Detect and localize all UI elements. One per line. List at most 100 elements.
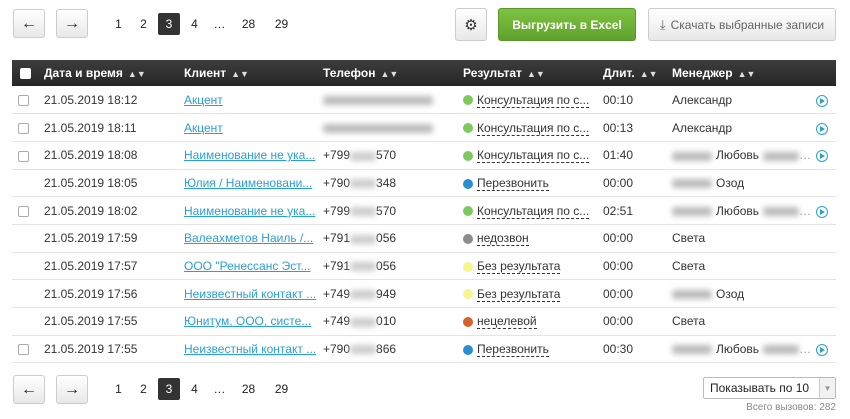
result-dropdown[interactable]: Без результата xyxy=(477,286,561,302)
col-manager[interactable]: Менеджер ▲▼ xyxy=(672,60,812,86)
table-header: Дата и время ▲▼ Клиент ▲▼ Телефон ▲▼ Резуль… xyxy=(12,60,836,86)
export-excel-button[interactable]: Выгрузить в Excel xyxy=(498,8,636,41)
download-selected-button[interactable]: ⤓ Скачать выбранные записи xyxy=(648,8,836,41)
play-icon[interactable] xyxy=(816,122,828,135)
client-link[interactable]: Акцент xyxy=(184,92,223,107)
phone: +790 866 xyxy=(323,335,463,363)
call-datetime: 21.05.2019 18:11 xyxy=(44,120,137,135)
result-status-dot xyxy=(463,344,473,355)
col-result[interactable]: Результат ▲▼ xyxy=(463,60,603,86)
page-link[interactable]: 1 xyxy=(115,17,122,31)
page-link[interactable]: 29 xyxy=(274,382,289,396)
page-size-value: Показывать по 10 xyxy=(710,381,810,395)
client-link[interactable]: Неизвестный контакт ... xyxy=(184,286,317,301)
result-dropdown[interactable]: нецелевой xyxy=(477,314,537,330)
phone-blurred xyxy=(350,151,377,161)
page-link[interactable]: 4 xyxy=(191,17,198,31)
page-link[interactable]: 28 xyxy=(241,382,256,396)
call-duration: 00:00 xyxy=(603,286,634,301)
page-link[interactable]: 2 xyxy=(140,382,147,396)
select-all-checkbox[interactable] xyxy=(20,68,31,80)
page-link[interactable]: 4 xyxy=(191,382,198,396)
call-duration: 00:00 xyxy=(603,258,634,273)
page-link[interactable]: 3 xyxy=(158,378,180,400)
table-row: 21.05.2019 17:56 Неизвестный контакт ...… xyxy=(12,280,836,308)
result-dropdown[interactable]: Без результата xyxy=(477,258,561,274)
result-dropdown[interactable]: недозвон xyxy=(477,231,529,247)
row-checkbox[interactable] xyxy=(18,122,29,134)
page-link[interactable]: 29 xyxy=(274,17,289,31)
phone-suffix: 056 xyxy=(376,258,397,273)
table-row: 21.05.2019 18:12 Акцент Консультация по … xyxy=(12,86,836,114)
phone-blurred xyxy=(323,123,433,133)
client-link[interactable]: Юлия / Наименовани... xyxy=(184,175,313,190)
phone-suffix: 010 xyxy=(376,314,397,329)
col-duration[interactable]: Длит. ▲▼ xyxy=(603,60,672,86)
client-link[interactable]: Наименование не ука... xyxy=(184,148,316,163)
phone-blurred xyxy=(350,317,377,327)
page-link[interactable]: 2 xyxy=(140,17,147,31)
row-checkbox[interactable] xyxy=(18,150,29,162)
manager: Александр xyxy=(672,114,812,142)
client-link[interactable]: Юнитум, ООО, систе... xyxy=(184,314,312,329)
phone: +791 056 xyxy=(323,252,463,280)
result-dropdown[interactable]: Консультация по с... xyxy=(477,92,590,108)
result-dropdown[interactable]: Консультация по с... xyxy=(477,120,590,136)
manager-name: Света xyxy=(672,314,706,329)
call-datetime: 21.05.2019 18:05 xyxy=(44,175,138,190)
client-link[interactable]: Акцент xyxy=(184,120,223,135)
row-checkbox[interactable] xyxy=(18,94,29,106)
manager: Света xyxy=(672,252,812,280)
row-checkbox[interactable] xyxy=(18,344,29,356)
play-icon[interactable] xyxy=(816,150,828,163)
manager-name: Любовь xyxy=(716,148,760,163)
call-duration: 00:00 xyxy=(603,314,634,329)
phone-prefix: +791 xyxy=(323,258,351,273)
settings-button[interactable]: ⚙ xyxy=(455,8,487,41)
manager-name: Александр xyxy=(672,92,733,107)
play-icon[interactable] xyxy=(816,205,828,218)
phone: +799 570 xyxy=(323,197,463,225)
result-dropdown[interactable]: Консультация по с... xyxy=(477,148,590,164)
page-link[interactable]: 28 xyxy=(241,17,256,31)
manager-blurred xyxy=(672,289,712,299)
client-link[interactable]: Неизвестный контакт ... xyxy=(184,342,317,357)
phone-prefix: +799 xyxy=(323,203,351,218)
phone: +790 348 xyxy=(323,169,463,197)
phone: +749 949 xyxy=(323,280,463,308)
next-page-button[interactable]: → xyxy=(56,9,88,38)
page-link[interactable]: 3 xyxy=(158,13,180,35)
page-size-select[interactable]: Показывать по 10 ▼ xyxy=(703,377,836,399)
page-link[interactable]: 1 xyxy=(115,382,122,396)
pagination-ellipsis: … xyxy=(213,382,226,396)
manager: Света xyxy=(672,308,812,336)
ellipsis: … xyxy=(799,203,812,218)
col-date[interactable]: Дата и время ▲▼ xyxy=(44,60,184,86)
col-client-label: Клиент xyxy=(184,66,227,80)
prev-page-button-bottom[interactable]: ← xyxy=(13,375,45,404)
result-dropdown[interactable]: Консультация по с... xyxy=(477,203,590,219)
col-phone[interactable]: Телефон ▲▼ xyxy=(323,60,463,86)
play-icon[interactable] xyxy=(816,94,828,107)
phone: +791 056 xyxy=(323,224,463,252)
play-icon[interactable] xyxy=(816,344,828,357)
client-link[interactable]: ООО "Ренессанс Эст... xyxy=(184,258,311,273)
result-dropdown[interactable]: Перезвонить xyxy=(477,342,549,358)
phone-prefix: +799 xyxy=(323,148,351,163)
phone-blurred xyxy=(350,206,377,216)
manager-name: Света xyxy=(672,258,706,273)
call-duration: 02:51 xyxy=(603,203,634,218)
phone-blurred xyxy=(350,262,377,272)
client-link[interactable]: Валеахметов Наиль /... xyxy=(184,231,314,246)
row-checkbox[interactable] xyxy=(18,205,29,217)
client-link[interactable]: Наименование не ука... xyxy=(184,203,316,218)
sort-icon: ▲▼ xyxy=(737,69,756,79)
next-page-button-bottom[interactable]: → xyxy=(56,375,88,404)
manager-name: Озод xyxy=(716,286,745,301)
result-dropdown[interactable]: Перезвонить xyxy=(477,175,549,191)
prev-page-button[interactable]: ← xyxy=(13,9,45,38)
col-client[interactable]: Клиент ▲▼ xyxy=(184,60,323,86)
call-datetime: 21.05.2019 18:12 xyxy=(44,92,138,107)
phone-prefix: +749 xyxy=(323,314,351,329)
gear-icon: ⚙ xyxy=(464,16,478,34)
